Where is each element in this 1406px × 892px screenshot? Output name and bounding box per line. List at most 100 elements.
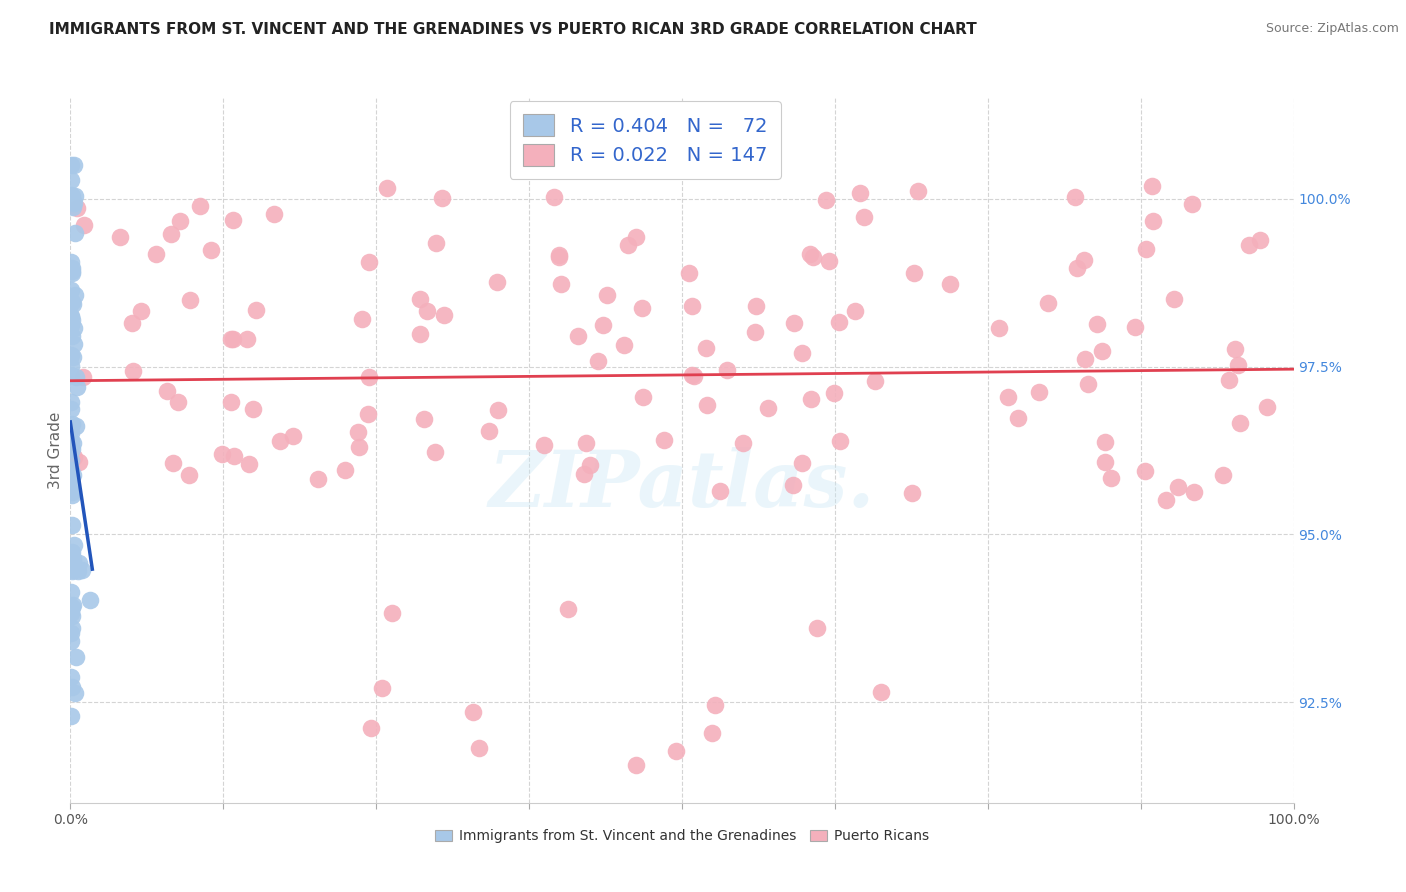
Point xyxy=(222,212,245,227)
Point xyxy=(63,196,86,211)
Point xyxy=(60,434,83,448)
Point xyxy=(1229,416,1251,430)
Point xyxy=(63,158,86,172)
Point xyxy=(65,649,87,664)
Point xyxy=(65,370,87,384)
Point xyxy=(624,230,647,244)
Point xyxy=(853,210,876,224)
Point xyxy=(412,412,434,426)
Legend: Immigrants from St. Vincent and the Grenadines, Puerto Ricans: Immigrants from St. Vincent and the Gren… xyxy=(430,823,934,848)
Point xyxy=(1227,359,1250,373)
Point xyxy=(70,563,93,577)
Point xyxy=(60,426,83,441)
Point xyxy=(592,318,614,332)
Point xyxy=(59,310,82,324)
Point xyxy=(1142,213,1164,227)
Point xyxy=(595,288,617,302)
Point xyxy=(1135,464,1157,478)
Point xyxy=(703,698,725,712)
Point xyxy=(1091,344,1114,359)
Point xyxy=(235,332,257,346)
Point xyxy=(370,681,392,695)
Point xyxy=(575,435,598,450)
Point xyxy=(110,230,132,244)
Point xyxy=(200,244,222,258)
Point xyxy=(1249,233,1271,247)
Point xyxy=(59,173,82,187)
Point xyxy=(60,442,83,456)
Point xyxy=(238,457,260,471)
Point xyxy=(939,277,962,291)
Point xyxy=(156,384,179,398)
Point xyxy=(62,350,84,364)
Point xyxy=(416,304,439,318)
Point xyxy=(283,429,305,443)
Point xyxy=(654,433,676,447)
Point xyxy=(66,564,89,578)
Point xyxy=(357,407,380,421)
Point xyxy=(633,390,655,404)
Point xyxy=(60,294,83,309)
Point xyxy=(222,332,245,346)
Point xyxy=(65,287,87,301)
Point xyxy=(62,488,84,502)
Point xyxy=(60,626,83,640)
Point xyxy=(423,445,446,459)
Point xyxy=(408,293,430,307)
Point xyxy=(59,607,82,621)
Point xyxy=(1135,242,1157,256)
Point xyxy=(907,185,929,199)
Point xyxy=(665,744,688,758)
Point xyxy=(59,309,82,323)
Point xyxy=(433,308,456,322)
Point xyxy=(188,199,211,213)
Point xyxy=(63,538,86,552)
Point xyxy=(468,741,491,756)
Point xyxy=(863,374,886,388)
Point xyxy=(870,685,893,699)
Point xyxy=(347,425,370,440)
Point xyxy=(60,600,83,615)
Point xyxy=(557,602,579,616)
Point xyxy=(67,557,90,571)
Point xyxy=(62,297,84,311)
Point xyxy=(63,564,86,578)
Point xyxy=(824,385,846,400)
Point xyxy=(678,266,700,280)
Point xyxy=(783,316,806,330)
Point xyxy=(903,266,925,280)
Point xyxy=(744,325,766,339)
Point xyxy=(817,253,839,268)
Point xyxy=(79,592,101,607)
Point xyxy=(67,455,90,469)
Point xyxy=(167,395,190,409)
Point xyxy=(60,318,83,332)
Point xyxy=(806,622,828,636)
Point xyxy=(62,555,84,569)
Point xyxy=(1223,342,1246,356)
Point xyxy=(815,193,838,207)
Point xyxy=(245,302,267,317)
Point xyxy=(60,261,83,276)
Point xyxy=(828,434,851,449)
Point xyxy=(1256,400,1278,414)
Point xyxy=(630,301,652,315)
Point xyxy=(73,219,96,233)
Point xyxy=(381,606,404,620)
Point xyxy=(60,545,83,559)
Point xyxy=(335,463,357,477)
Point xyxy=(1212,468,1234,483)
Point xyxy=(1142,178,1164,193)
Point xyxy=(72,369,94,384)
Point xyxy=(695,341,717,355)
Point xyxy=(211,447,233,461)
Point xyxy=(242,401,264,416)
Point xyxy=(733,436,755,450)
Point xyxy=(1066,260,1088,275)
Point xyxy=(60,189,83,203)
Point xyxy=(60,609,83,624)
Point xyxy=(60,359,83,373)
Point xyxy=(60,485,83,500)
Point xyxy=(987,321,1010,335)
Point xyxy=(848,186,870,200)
